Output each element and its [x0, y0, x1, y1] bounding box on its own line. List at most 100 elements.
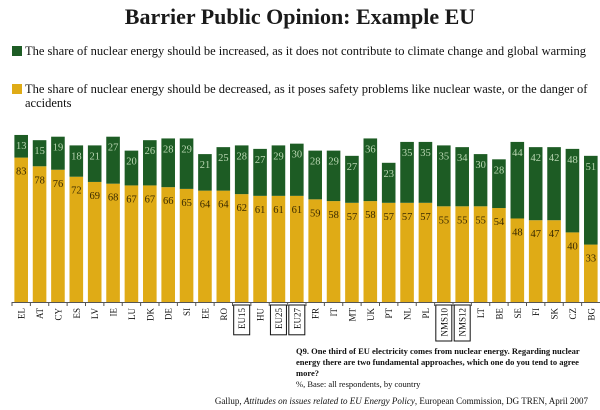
- category-label-el: EL: [17, 308, 27, 319]
- bar-increase-nms10: [437, 145, 451, 207]
- bar-decrease-hu: [253, 195, 267, 302]
- source-title: Attitudes on issues related to EU Energy…: [243, 396, 415, 406]
- label-decrease-hu: 61: [255, 205, 266, 216]
- bar-increase-ie: [106, 136, 120, 184]
- category-label-cy: CY: [53, 308, 63, 321]
- label-decrease-lt: 55: [475, 215, 486, 226]
- label-decrease-sk: 47: [549, 229, 560, 240]
- legend-label-decrease: The share of nuclear energy should be de…: [25, 82, 588, 110]
- bar-increase-pt: [381, 162, 396, 203]
- source-prefix: Gallup,: [214, 396, 244, 406]
- label-increase-pt: 23: [383, 169, 394, 180]
- bar-decrease-ee: [198, 190, 212, 302]
- bar-decrease-be: [492, 208, 506, 302]
- legend-item-decrease: The share of nuclear energy should be de…: [12, 82, 595, 110]
- bar-increase-nl: [400, 141, 414, 203]
- label-decrease-de: 66: [163, 196, 174, 207]
- label-decrease-eu15: 62: [236, 203, 247, 214]
- label-decrease-eu25: 61: [273, 205, 284, 216]
- bar-increase-cy: [51, 136, 65, 170]
- category-label-dk: DK: [145, 308, 155, 321]
- bar-increase-ro: [216, 147, 231, 191]
- bar-increase-dk: [143, 140, 157, 186]
- label-decrease-cy: 76: [53, 179, 64, 190]
- label-decrease-es: 72: [71, 186, 82, 197]
- bar-increase-de: [161, 138, 175, 188]
- bar-decrease-cy: [51, 169, 65, 302]
- label-increase-eu25: 29: [273, 151, 284, 162]
- label-increase-nms12: 34: [457, 153, 468, 164]
- bar-decrease-sk: [547, 220, 561, 302]
- legend-label-increase: The share of nuclear energy should be in…: [25, 44, 587, 58]
- category-label-lt: LT: [476, 308, 486, 319]
- label-decrease-be: 54: [494, 217, 505, 228]
- label-decrease-si: 65: [181, 198, 192, 209]
- label-decrease-lu: 67: [126, 194, 137, 205]
- label-increase-es: 18: [71, 151, 82, 162]
- bar-increase-se: [510, 141, 525, 219]
- bar-increase-nms12: [455, 147, 469, 207]
- bar-decrease-el: [14, 157, 28, 302]
- label-decrease-it: 58: [328, 210, 339, 221]
- label-increase-ee: 21: [200, 160, 211, 171]
- label-increase-el: 13: [16, 141, 27, 152]
- label-decrease-fi: 47: [530, 229, 541, 240]
- bar-decrease-se: [510, 218, 525, 302]
- bar-increase-bg: [584, 155, 598, 245]
- bar-decrease-bg: [584, 244, 598, 302]
- category-label-fr: FR: [311, 308, 321, 319]
- label-increase-si: 29: [181, 144, 192, 155]
- bar-decrease-nms10: [437, 206, 451, 302]
- label-increase-fi: 42: [530, 153, 541, 164]
- bar-decrease-fi: [528, 220, 543, 302]
- label-decrease-nms12: 55: [457, 215, 468, 226]
- bar-decrease-ie: [106, 183, 120, 302]
- label-decrease-uk: 58: [365, 210, 376, 221]
- label-decrease-ee: 64: [200, 200, 211, 211]
- label-increase-nms10: 35: [439, 151, 450, 162]
- label-increase-at: 15: [34, 146, 45, 157]
- category-label-eu25: EU25: [274, 308, 284, 329]
- question-note: Q9. One third of EU electricity comes fr…: [296, 346, 592, 390]
- bar-decrease-pt: [381, 202, 396, 302]
- category-label-es: ES: [72, 308, 82, 319]
- label-increase-ie: 27: [108, 143, 119, 154]
- category-label-sk: SK: [550, 308, 560, 320]
- label-increase-uk: 36: [365, 144, 376, 155]
- label-decrease-eu27: 61: [292, 205, 303, 216]
- source-suffix: , European Commission, DG TREN, April 20…: [414, 396, 588, 406]
- bar-decrease-lv: [87, 181, 102, 302]
- bar-increase-mt: [345, 155, 359, 203]
- bar-decrease-es: [69, 176, 84, 302]
- bar-increase-lu: [124, 150, 139, 186]
- label-increase-eu27: 30: [292, 150, 303, 161]
- category-label-pt: PT: [384, 308, 394, 319]
- label-increase-lu: 20: [126, 157, 137, 168]
- label-increase-de: 28: [163, 144, 174, 155]
- label-decrease-cz: 40: [567, 241, 578, 252]
- category-label-se: SE: [513, 308, 523, 319]
- bar-decrease-eu27: [290, 195, 304, 302]
- category-label-nms10: NMS10: [439, 308, 449, 337]
- bar-decrease-nl: [400, 202, 414, 302]
- category-label-lv: LV: [90, 308, 100, 320]
- label-decrease-el: 83: [16, 167, 27, 178]
- bar-increase-eu25: [271, 145, 286, 196]
- base-text: %, Base: all respondents, by country: [296, 379, 421, 389]
- bar-increase-el: [14, 134, 28, 158]
- label-increase-bg: 51: [586, 162, 597, 173]
- label-increase-pl: 35: [420, 148, 431, 159]
- bar-increase-es: [69, 145, 84, 177]
- legend-swatch-decrease: [12, 84, 22, 94]
- label-decrease-bg: 33: [586, 254, 597, 265]
- category-label-at: AT: [35, 307, 45, 319]
- category-box-eu15: [233, 304, 251, 336]
- bar-increase-eu27: [290, 143, 304, 196]
- bar-decrease-nms12: [455, 206, 469, 302]
- category-label-uk: UK: [366, 308, 376, 321]
- legend-swatch-increase: [12, 46, 22, 56]
- label-increase-dk: 26: [145, 146, 156, 157]
- bar-increase-it: [326, 150, 341, 202]
- bar-increase-eu15: [234, 145, 249, 195]
- label-increase-hu: 27: [255, 155, 266, 166]
